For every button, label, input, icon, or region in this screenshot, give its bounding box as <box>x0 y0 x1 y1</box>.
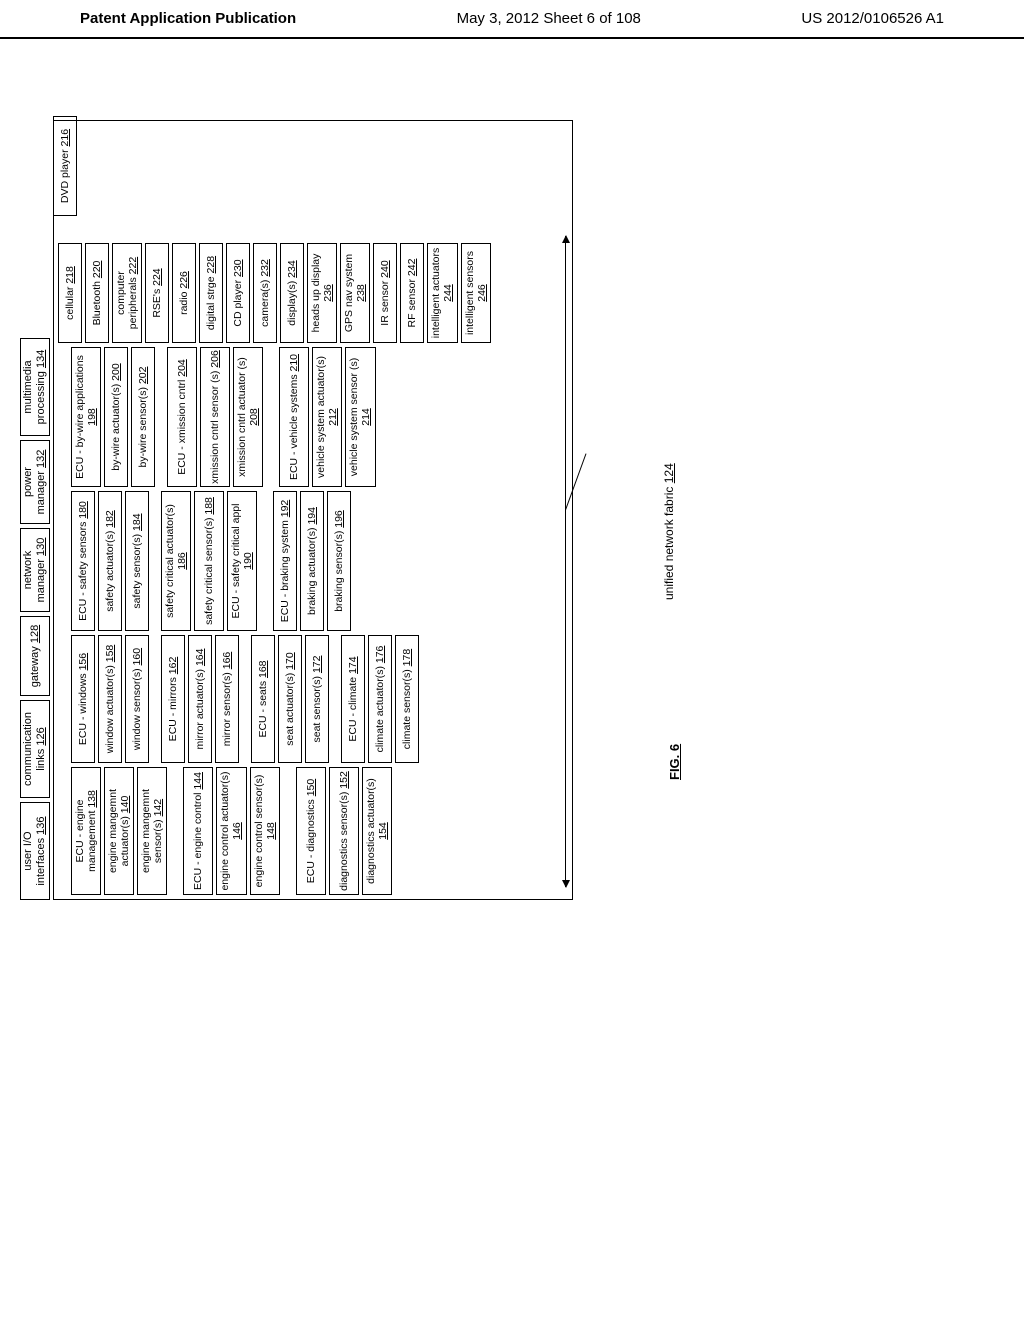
fabric-arrow-diag <box>565 453 586 510</box>
module-box: ECU - engine management 138 <box>71 767 101 895</box>
module-box: vehicle system sensor (s) 214 <box>345 347 375 487</box>
figure-label: FIG. 6 <box>667 744 682 780</box>
module-box: braking sensor(s) 196 <box>327 491 351 631</box>
unified-network-fabric: ECU - engine management 138engine mangem… <box>53 120 573 900</box>
module-box: engine control actuator(s) 146 <box>216 767 246 895</box>
page-header: Patent Application Publication May 3, 20… <box>0 0 1024 39</box>
column-1: ECU - engine management 138engine mangem… <box>58 767 491 895</box>
manager-box: communicationlinks 126 <box>20 700 50 798</box>
module-box: xmission cntrl sensor (s) 206 <box>200 347 230 487</box>
module-box: safety critical sensor(s) 188 <box>194 491 224 631</box>
module-box: heads up display 236 <box>307 243 337 343</box>
module-box: by-wire actuator(s) 200 <box>104 347 128 487</box>
module-box: window sensor(s) 160 <box>125 635 149 763</box>
module-box: engine control sensor(s) 148 <box>250 767 280 895</box>
module-box: diagnostics sensor(s) 152 <box>329 767 359 895</box>
module-box: safety critical actuator(s) 186 <box>161 491 191 631</box>
module-box: engine mangemnt sensor(s) 142 <box>137 767 167 895</box>
module-box: by-wire sensor(s) 202 <box>131 347 155 487</box>
module-box: ECU - safety critical appl 190 <box>227 491 257 631</box>
columns: ECU - engine management 138engine mangem… <box>58 125 491 895</box>
module-box: mirror sensor(s) 166 <box>215 635 239 763</box>
module-box: ECU - windows 156 <box>71 635 95 763</box>
module-box: Bluetooth 220 <box>85 243 109 343</box>
column-5: cellular 218Bluetooth 220computer periph… <box>58 243 491 343</box>
module-box: ECU - braking system 192 <box>273 491 297 631</box>
module-box: ECU - safety sensors 180 <box>71 491 95 631</box>
module-box: window actuator(s) 158 <box>98 635 122 763</box>
module-box: ECU - diagnostics 150 <box>296 767 326 895</box>
module-box: safety sensor(s) 184 <box>125 491 149 631</box>
manager-box: networkmanager 130 <box>20 528 50 612</box>
module-box: computer peripherals 222 <box>112 243 142 343</box>
diagram-rotated-container: user I/Ointerfaces 136communicationlinks… <box>20 190 800 830</box>
manager-row: user I/Ointerfaces 136 communicationlinks… <box>20 120 50 900</box>
module-box: RF sensor 242 <box>400 243 424 343</box>
module-box: camera(s) 232 <box>253 243 277 343</box>
fabric-label-text: unified network fabric <box>662 487 676 600</box>
module-box: mirror actuator(s) 164 <box>188 635 212 763</box>
module-box: ECU - climate 174 <box>341 635 365 763</box>
module-box: digital strge 228 <box>199 243 223 343</box>
module-box: ECU - engine control 144 <box>183 767 213 895</box>
header-right: US 2012/0106526 A1 <box>801 10 944 27</box>
column-4: ECU - by-wire applications 198by-wire ac… <box>58 347 491 487</box>
module-box: intelligent sensors 246 <box>461 243 491 343</box>
fabric-arrow <box>565 236 566 887</box>
column-3: ECU - safety sensors 180safety actuator(… <box>58 491 491 631</box>
module-box: ECU - vehicle systems 210 <box>279 347 309 487</box>
module-box: diagnostics actuator(s) 154 <box>362 767 392 895</box>
module-box: cellular 218 <box>58 243 82 343</box>
module-box: IR sensor 240 <box>373 243 397 343</box>
module-box: climate sensor(s) 178 <box>395 635 419 763</box>
module-box: intelligent actuators 244 <box>427 243 457 343</box>
header-center: May 3, 2012 Sheet 6 of 108 <box>457 10 641 27</box>
module-box: ECU - mirrors 162 <box>161 635 185 763</box>
module-box: RSE's 224 <box>145 243 169 343</box>
module-box: climate actuator(s) 176 <box>368 635 392 763</box>
module-box: engine mangemnt actuator(s) 140 <box>104 767 134 895</box>
module-box: ECU - xmission cntrl 204 <box>167 347 197 487</box>
module-box: CD player 230 <box>226 243 250 343</box>
header-left: Patent Application Publication <box>80 10 296 27</box>
module-box: safety actuator(s) 182 <box>98 491 122 631</box>
manager-box: powermanager 132 <box>20 440 50 524</box>
diagram: user I/Ointerfaces 136 communicationlinks… <box>20 120 660 900</box>
module-box: xmission cntrl actuator (s) 208 <box>233 347 263 487</box>
fabric-label-ref: 124 <box>662 463 676 483</box>
fabric-label: unified network fabric 124 <box>662 463 676 600</box>
manager-box: gateway 128 <box>20 616 50 696</box>
module-box: braking actuator(s) 194 <box>300 491 324 631</box>
column-2: ECU - windows 156window actuator(s) 158w… <box>58 635 491 763</box>
module-box: GPS nav system 238 <box>340 243 370 343</box>
module-box: ECU - seats 168 <box>251 635 275 763</box>
manager-box: user I/Ointerfaces 136 <box>20 802 50 900</box>
module-box: radio 226 <box>172 243 196 343</box>
module-box: seat sensor(s) 172 <box>305 635 329 763</box>
module-box: vehicle system actuator(s) 212 <box>312 347 342 487</box>
module-box: display(s) 234 <box>280 243 304 343</box>
module-box: ECU - by-wire applications 198 <box>71 347 101 487</box>
module-box: seat actuator(s) 170 <box>278 635 302 763</box>
manager-box: multimediaprocessing 134 <box>20 338 50 436</box>
